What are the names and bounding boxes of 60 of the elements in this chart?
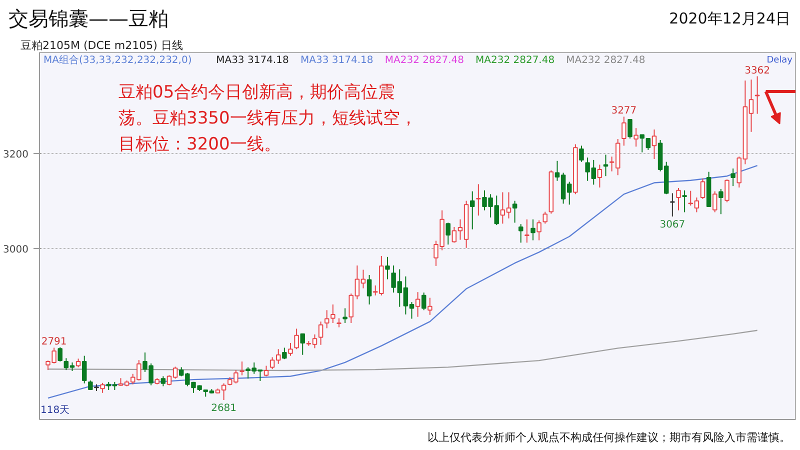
y-tick-label: 3200 — [3, 149, 29, 160]
candlestick — [724, 178, 730, 203]
candlestick — [718, 188, 724, 215]
candlestick — [700, 178, 706, 200]
candlestick — [282, 347, 287, 360]
candlestick — [82, 355, 87, 384]
candlestick — [628, 118, 632, 140]
annotation: MA33 3174.18 — [216, 55, 289, 66]
annotation: MA232 2827.48 — [476, 55, 555, 66]
candlestick — [300, 333, 305, 356]
candlestick — [622, 116, 626, 146]
annotation: MA232 2827.48 — [384, 55, 464, 66]
candlestick — [415, 292, 420, 318]
text: 以上仅代表分析师个人观点不构成任何操作建议；期市有风险入市需谨慎。 — [428, 431, 790, 444]
candlestick — [428, 297, 432, 316]
candlestick — [652, 129, 657, 160]
candlestick — [288, 342, 293, 356]
annotation: 2791 — [41, 336, 67, 348]
candlestick — [160, 376, 166, 387]
candlestick — [682, 190, 687, 213]
candlestick — [597, 164, 602, 188]
candlestick — [512, 200, 518, 224]
candlestick — [385, 256, 390, 280]
candlestick — [58, 346, 62, 362]
annotation: MA组合(33,33,232,232,232,0) — [44, 54, 192, 66]
text: 豆粕2105M (DCE m2105) 日线 — [20, 39, 183, 52]
candlestick — [530, 218, 536, 241]
candlestick — [542, 211, 548, 224]
candlestick — [240, 361, 244, 376]
annotation: 豆粕05合约今日创新高，期价高位震荡。豆粕3350一线有压力，短线试空，目标位：3200一线。 — [118, 82, 417, 154]
candlestick — [294, 328, 299, 350]
chart-title: 交易锦囊——豆粕 — [8, 6, 168, 30]
candlestick — [754, 76, 760, 114]
annotation: 3277 — [611, 106, 637, 117]
candlestick — [470, 190, 475, 230]
annotation: 2681 — [211, 403, 237, 414]
annotation: 3067 — [660, 220, 686, 231]
candlestick — [676, 187, 681, 211]
candlestick — [421, 292, 426, 311]
candlestick — [603, 154, 608, 177]
candlestick — [536, 220, 542, 241]
annotation: 118天 — [40, 405, 70, 416]
y-tick-label: 3000 — [3, 244, 29, 256]
candlestick — [634, 128, 638, 148]
candlestick — [730, 168, 736, 187]
chart-subtitle: 2020年12月24日 — [669, 10, 791, 28]
annotation: MA232 2827.48 — [566, 55, 646, 66]
candlestick — [712, 190, 718, 213]
text: Delay — [766, 56, 794, 66]
candlestick — [518, 224, 524, 244]
annotation: 3362 — [744, 65, 770, 76]
candlestick — [342, 308, 348, 324]
candlestick — [524, 218, 530, 244]
candlestick — [476, 184, 481, 216]
candlestick — [446, 222, 450, 246]
candlestick — [336, 318, 342, 328]
annotation: MA33 3174.18 — [300, 55, 374, 66]
candlestick — [579, 145, 584, 162]
candlestick — [366, 274, 372, 305]
candlestick — [318, 321, 324, 346]
